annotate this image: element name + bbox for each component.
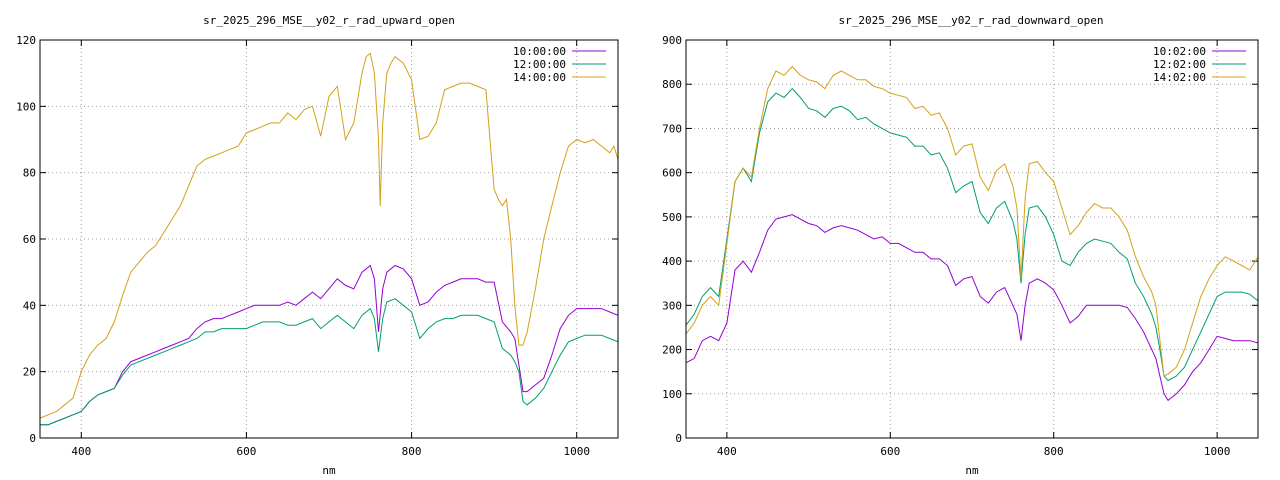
plot-frame: [39, 39, 619, 439]
y-tick-label: 900: [662, 34, 682, 47]
y-tick-label: 700: [662, 122, 682, 135]
chart-panel-2: sr_2025_296_MSE__y02_r_rad_downward_open…: [662, 14, 1259, 477]
legend-label: 10:02:00: [1153, 45, 1206, 58]
legend-label: 10:00:00: [513, 45, 566, 58]
y-tick-label: 60: [23, 233, 36, 246]
y-tick-label: 120: [16, 34, 36, 47]
x-tick-label: 1000: [1204, 445, 1231, 458]
series-line-2: [686, 87, 1258, 382]
legend-label: 12:00:00: [513, 58, 566, 71]
chart-panel-1: sr_2025_296_MSE__y02_r_rad_upward_open 0 2…: [16, 14, 619, 477]
legend-label: 14:02:00: [1153, 71, 1206, 84]
x-tick-label: 800: [1044, 445, 1064, 458]
x-tick-label: 400: [71, 445, 91, 458]
x-tick-label: 1000: [563, 445, 590, 458]
x-tick-label: 600: [880, 445, 900, 458]
y-tick-label: 40: [23, 299, 36, 312]
x-tick-label: 600: [236, 445, 256, 458]
y-tick-label: 200: [662, 344, 682, 357]
series-line-3: [40, 52, 618, 419]
y-tick-label: 800: [662, 78, 682, 91]
x-tick-label: 800: [402, 445, 422, 458]
series-line-1: [40, 264, 618, 426]
legend-label: 14:00:00: [513, 71, 566, 84]
y-tick-label: 500: [662, 211, 682, 224]
y-tick-label: 0: [29, 432, 36, 445]
y-tick-label: 300: [662, 299, 682, 312]
y-tick-label: 600: [662, 167, 682, 180]
y-tick-label: 100: [662, 388, 682, 401]
x-tick-label: 400: [717, 445, 737, 458]
series-line-2: [40, 298, 618, 426]
y-tick-label: 20: [23, 366, 36, 379]
x-axis-label: nm: [322, 464, 336, 477]
chart-title: sr_2025_296_MSE__y02_r_rad_upward_open: [203, 14, 455, 27]
y-tick-label: 100: [16, 100, 36, 113]
y-tick-label: 0: [675, 432, 682, 445]
series-line-1: [686, 214, 1258, 402]
y-tick-label: 80: [23, 167, 36, 180]
chart-title: sr_2025_296_MSE__y02_r_rad_downward_open: [839, 14, 1104, 27]
x-axis-label: nm: [965, 464, 979, 477]
y-tick-label: 400: [662, 255, 682, 268]
legend-label: 12:02:00: [1153, 58, 1206, 71]
plot-frame: [685, 39, 1259, 439]
series-line-3: [686, 65, 1258, 377]
